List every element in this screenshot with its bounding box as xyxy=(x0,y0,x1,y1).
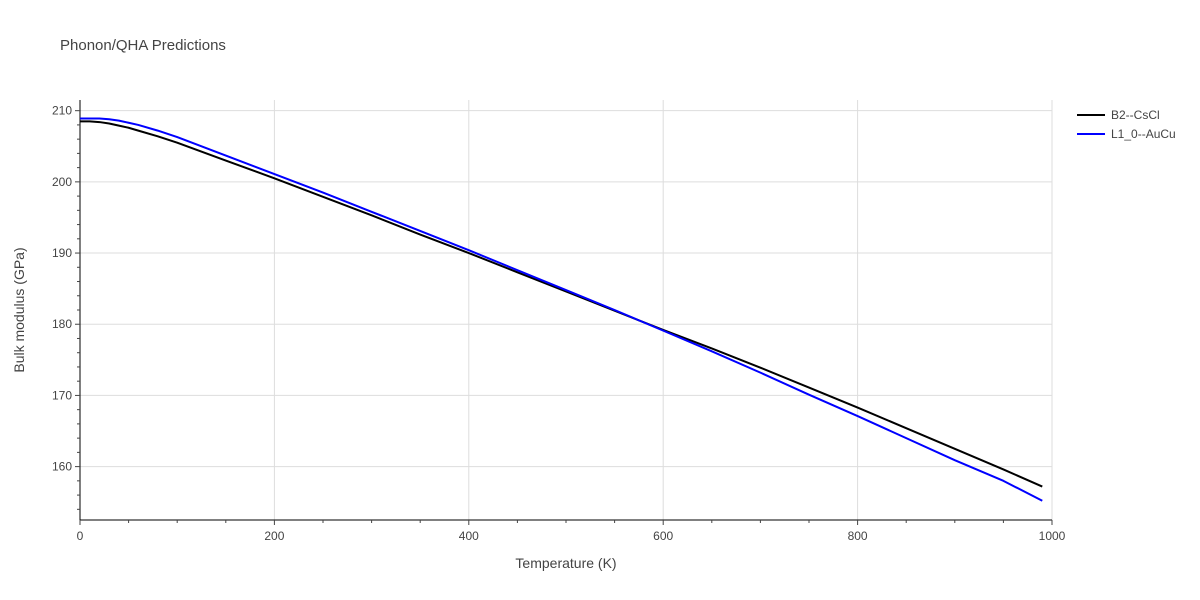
y-tick-label: 180 xyxy=(52,317,72,331)
y-tick-label: 200 xyxy=(52,175,72,189)
y-axis-title: Bulk modulus (GPa) xyxy=(11,247,27,372)
axes xyxy=(75,100,1053,525)
legend: B2--CsCl L1_0--AuCu xyxy=(1077,108,1176,141)
grid xyxy=(80,100,1053,520)
series-line-2 xyxy=(80,117,1043,502)
tick-labels: 0 200 400 600 800 1000 160 170 180 190 200 210 xyxy=(52,104,1066,543)
y-tick-label: 190 xyxy=(52,246,72,260)
x-axis-title: Temperature (K) xyxy=(515,555,616,571)
legend-label: B2--CsCl xyxy=(1111,108,1160,122)
series-line-1 xyxy=(80,120,1043,488)
x-tick-label: 400 xyxy=(459,529,479,543)
x-tick-label: 1000 xyxy=(1039,529,1066,543)
x-tick-label: 200 xyxy=(264,529,284,543)
x-tick-label: 800 xyxy=(848,529,868,543)
x-tick-label: 600 xyxy=(653,529,673,543)
y-tick-label: 160 xyxy=(52,460,72,474)
series-layer xyxy=(80,117,1043,502)
y-tick-label: 210 xyxy=(52,104,72,118)
y-tick-label: 170 xyxy=(52,388,72,402)
x-tick-label: 0 xyxy=(77,529,84,543)
legend-label: L1_0--AuCu xyxy=(1111,127,1176,141)
chart-title: Phonon/QHA Predictions xyxy=(60,37,226,54)
